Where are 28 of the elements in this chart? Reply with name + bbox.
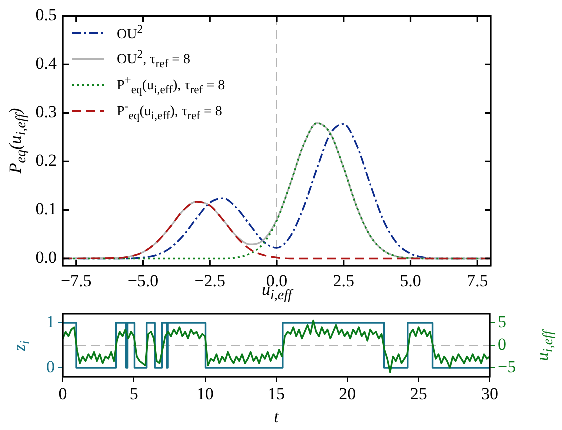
legend-label: OU$^{2}$, τ$_{ref}$ = 8 <box>117 48 191 70</box>
x-tick-label: 10 <box>196 384 214 404</box>
x-tick-label: −7.5 <box>60 272 92 291</box>
x-axis-title: t <box>274 408 279 426</box>
y-tick-label: 1 <box>46 312 55 332</box>
y-tick-label: 0.0 <box>36 248 57 268</box>
y2-tick-label: −5 <box>498 357 516 376</box>
x-tick-label: 5.0 <box>400 272 422 291</box>
x-tick-label: 30 <box>482 384 498 404</box>
x-tick-label: −2.5 <box>194 272 226 291</box>
x-tick-label: 7.5 <box>467 272 488 291</box>
y-tick-label: 0 <box>46 357 55 376</box>
legend-label: P$^{+}$$_{eq}$(u$_{i,eff}$), τ$_{ref}$ = 8 <box>117 74 226 96</box>
legend-label: P$^{-}$$_{eq}$(u$_{i,eff}$), τ$_{ref}$ = 8 <box>117 100 222 122</box>
x-tick-label: 25 <box>410 384 428 404</box>
x-tick-label: 2.5 <box>333 272 354 291</box>
y-tick-label: 0.3 <box>36 102 57 122</box>
y-tick-label: 0.4 <box>36 54 58 74</box>
x-tick-label: −5.0 <box>128 272 159 291</box>
y2-tick-label: 5 <box>498 312 506 332</box>
y-tick-label: 0.5 <box>36 6 57 25</box>
legend-label: OU$^{2}$ <box>117 22 144 44</box>
x-tick-label: 15 <box>268 384 285 404</box>
y-tick-label: 0.2 <box>36 151 57 170</box>
x-tick-label: 5 <box>130 384 138 404</box>
y2-tick-label: 0 <box>498 334 506 354</box>
y-tick-label: 0.1 <box>36 200 57 219</box>
x-tick-label: 20 <box>339 384 356 404</box>
